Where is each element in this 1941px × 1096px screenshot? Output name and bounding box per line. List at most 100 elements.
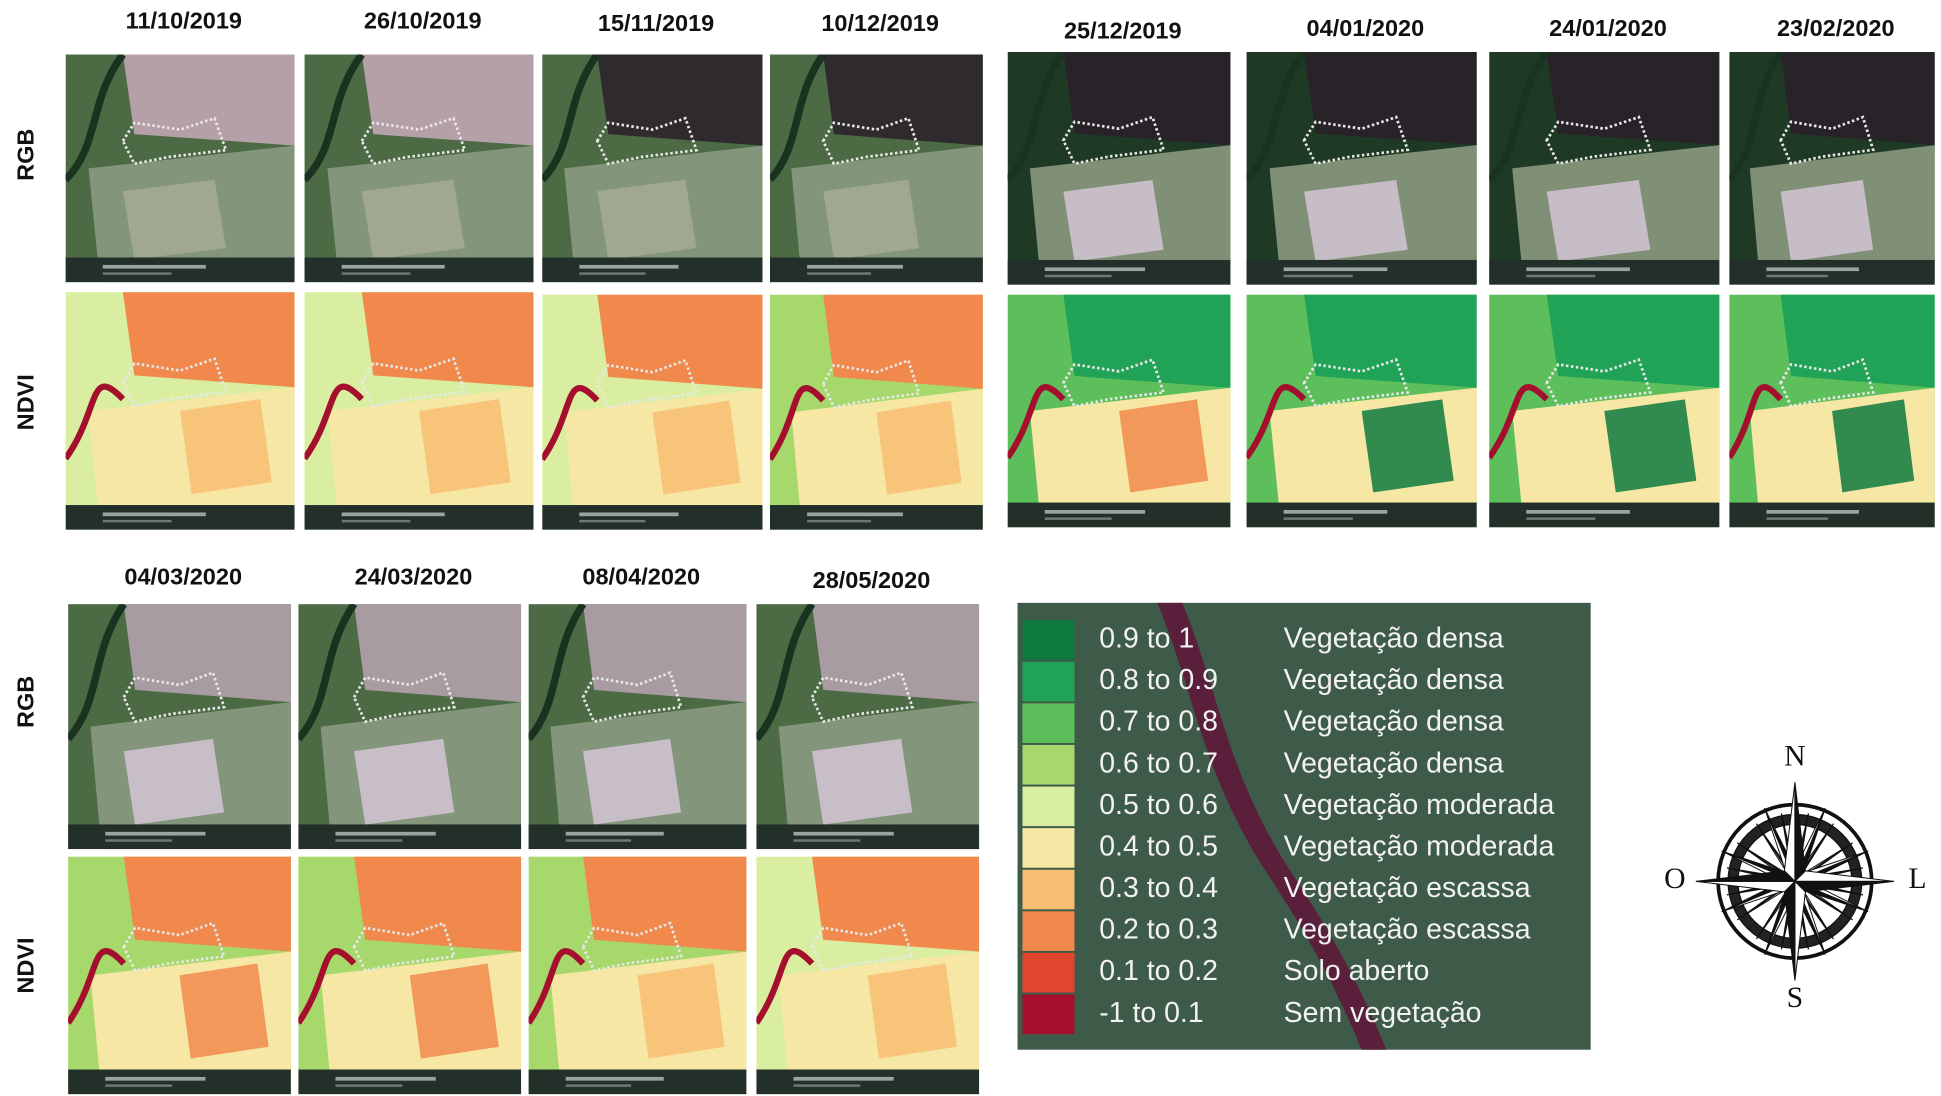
field xyxy=(1304,180,1408,261)
legend-label: Vegetação escassa xyxy=(1284,872,1531,904)
page: {"dates": ["11/10/2019", "26/10/2019", "… xyxy=(0,0,1941,1096)
legend-swatch xyxy=(1022,620,1074,660)
caption-bar xyxy=(1008,503,1231,528)
caption-text xyxy=(1766,510,1858,514)
field xyxy=(1547,52,1720,145)
date-label: 28/05/2020 xyxy=(813,567,931,593)
rgb-image xyxy=(298,604,521,849)
caption-text xyxy=(105,1084,172,1086)
ndvi-image xyxy=(1247,295,1477,528)
caption-text xyxy=(807,265,903,269)
legend-label: Vegetação densa xyxy=(1284,622,1504,654)
rgb-image xyxy=(68,604,291,849)
caption-text xyxy=(579,512,678,516)
ndvi-image xyxy=(529,857,747,1095)
caption-text xyxy=(1045,510,1145,514)
field xyxy=(1832,399,1914,492)
caption-bar xyxy=(305,505,534,530)
ndvi-image xyxy=(756,857,979,1095)
field xyxy=(597,54,762,145)
ndvi-image xyxy=(770,295,983,530)
legend-range: 0.7 to 0.8 xyxy=(1099,706,1218,738)
rgb-image xyxy=(756,604,979,849)
caption-bar xyxy=(770,505,983,530)
legend-swatch xyxy=(1022,828,1074,868)
legend-swatch xyxy=(1022,994,1074,1034)
field xyxy=(638,964,725,1059)
field xyxy=(652,400,740,494)
caption-text xyxy=(793,832,893,836)
field xyxy=(812,857,979,952)
caption-text xyxy=(1526,510,1630,514)
legend-swatch xyxy=(1022,745,1074,785)
field xyxy=(1063,180,1163,261)
legend-range: 0.1 to 0.2 xyxy=(1099,955,1218,987)
caption-text xyxy=(335,832,435,836)
field xyxy=(812,604,979,702)
date-label: 04/01/2020 xyxy=(1307,15,1425,41)
caption-bar xyxy=(770,257,983,282)
field xyxy=(823,295,983,389)
caption-bar xyxy=(68,824,291,849)
field xyxy=(876,400,961,494)
caption-text xyxy=(105,832,205,836)
field xyxy=(124,604,291,702)
caption-text xyxy=(1284,267,1388,271)
legend-swatch xyxy=(1022,870,1074,910)
caption-text xyxy=(793,839,860,841)
caption-text xyxy=(335,1084,402,1086)
field xyxy=(354,739,454,825)
field xyxy=(597,180,696,260)
legend-range: 0.4 to 0.5 xyxy=(1099,830,1218,862)
caption-bar xyxy=(1247,260,1477,285)
caption-bar xyxy=(529,1070,747,1095)
field xyxy=(1304,52,1477,145)
caption-text xyxy=(335,1077,435,1081)
field xyxy=(597,295,762,389)
field xyxy=(823,180,919,260)
caption-text xyxy=(103,272,172,274)
rgb-image xyxy=(542,54,762,282)
caption-text xyxy=(807,512,903,516)
compass-west: O xyxy=(1664,863,1685,895)
caption-bar xyxy=(756,824,979,849)
row-label: NDVI xyxy=(12,374,38,430)
figure: 11/10/201926/10/201915/11/201910/12/2019… xyxy=(0,0,1941,1096)
caption-text xyxy=(103,265,206,269)
caption-text xyxy=(1766,517,1828,519)
caption-text xyxy=(1766,267,1858,271)
ndvi-image xyxy=(542,295,762,530)
field xyxy=(1604,399,1696,492)
field xyxy=(1362,399,1454,492)
caption-text xyxy=(566,1084,631,1086)
row-label: RGB xyxy=(12,129,38,181)
field xyxy=(1781,180,1873,261)
legend-label: Solo aberto xyxy=(1284,955,1430,987)
ndvi-image xyxy=(1008,295,1231,528)
legend: 0.9 to 1Vegetação densa0.8 to 0.9Vegetaç… xyxy=(1018,603,1591,1050)
caption-bar xyxy=(1489,503,1719,528)
field xyxy=(354,604,521,702)
row-label: RGB xyxy=(12,676,38,728)
caption-bar xyxy=(1489,260,1719,285)
legend-label: Vegetação densa xyxy=(1284,706,1504,738)
rgb-image xyxy=(529,604,747,849)
legend-label: Vegetação moderada xyxy=(1284,830,1555,862)
field xyxy=(583,857,746,952)
caption-text xyxy=(566,832,664,836)
caption-text xyxy=(103,512,206,516)
date-label: 24/01/2020 xyxy=(1549,15,1667,41)
caption-text xyxy=(1284,517,1353,519)
field xyxy=(1547,180,1651,261)
date-label: 04/03/2020 xyxy=(124,563,242,589)
field xyxy=(362,180,465,260)
date-label: 10/12/2019 xyxy=(821,10,939,36)
date-label: 11/10/2019 xyxy=(126,7,242,33)
legend-swatch xyxy=(1022,953,1074,993)
field xyxy=(868,964,957,1059)
field xyxy=(123,292,295,387)
field xyxy=(823,54,983,145)
ndvi-image xyxy=(66,292,295,530)
caption-text xyxy=(1045,267,1145,271)
caption-bar xyxy=(542,505,762,530)
